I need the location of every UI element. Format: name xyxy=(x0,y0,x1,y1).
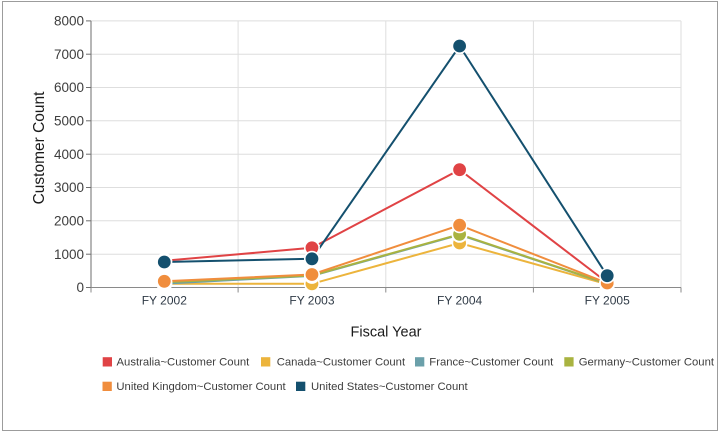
svg-text:8000: 8000 xyxy=(54,14,84,29)
svg-text:7000: 7000 xyxy=(54,47,84,62)
svg-text:6000: 6000 xyxy=(54,80,84,95)
svg-text:3000: 3000 xyxy=(54,180,84,195)
svg-text:Canada~Customer Count: Canada~Customer Count xyxy=(277,357,406,369)
svg-text:FY 2005: FY 2005 xyxy=(585,294,630,308)
svg-text:United Kingdom~Customer Count: United Kingdom~Customer Count xyxy=(116,381,286,393)
svg-text:FY 2004: FY 2004 xyxy=(437,294,482,308)
svg-text:2000: 2000 xyxy=(54,213,84,228)
svg-text:Australia~Customer Count: Australia~Customer Count xyxy=(117,357,251,369)
svg-text:0: 0 xyxy=(76,280,84,295)
svg-text:Germany~Customer Count: Germany~Customer Count xyxy=(579,357,715,369)
svg-text:Fiscal Year: Fiscal Year xyxy=(351,325,422,341)
svg-text:5000: 5000 xyxy=(54,113,84,128)
svg-text:4000: 4000 xyxy=(54,147,84,162)
svg-text:Customer Count: Customer Count xyxy=(31,91,48,205)
svg-text:United States~Customer Count: United States~Customer Count xyxy=(311,381,469,393)
svg-text:France~Customer Count: France~Customer Count xyxy=(429,357,554,369)
svg-text:1000: 1000 xyxy=(54,247,84,262)
svg-text:FY 2003: FY 2003 xyxy=(289,294,334,308)
svg-text:FY 2002: FY 2002 xyxy=(142,294,187,308)
